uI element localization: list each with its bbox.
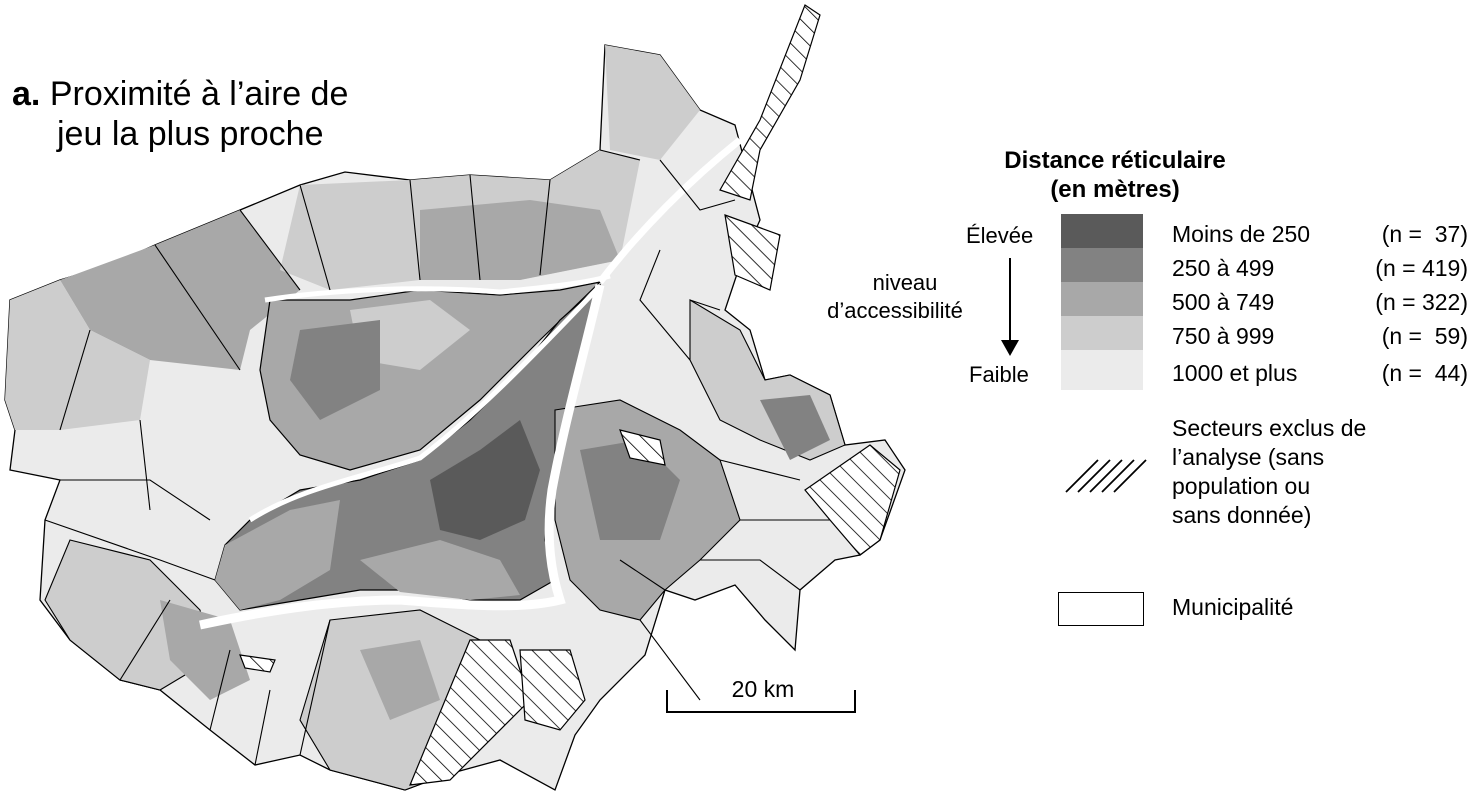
excluded-sector-north [724,214,781,291]
excluded-line-2: l’analyse (sans [1172,444,1325,470]
legend-class-5-count: (n = 44) [1381,360,1468,386]
zone-north-mid [420,200,620,280]
legend-class-2-label: 250 à 499 [1172,255,1275,281]
river-des-prairies [264,273,611,303]
zone-south-shore-dark [580,440,680,540]
legend-title-line2: (en mètres) [1050,176,1180,203]
map-title: a. Proximité à l’aire de jeu la plus pro… [12,74,348,154]
legend-class-1-label: Moins de 250 [1172,221,1311,247]
excluded-sector-southwest [239,654,276,673]
axis-mid-label-2: d’accessibilité [827,298,963,323]
legend-title-line1: Distance réticulaire [1004,147,1226,174]
zone-montreal-south [360,540,520,600]
legend-class-1-count: (n = 37) [1381,221,1468,247]
municipality-label: Municipalité [1172,594,1294,620]
municipality-swatch [1058,592,1144,626]
title-line1: Proximité à l’aire de [49,75,349,113]
zone-south-central-mid [360,640,440,720]
river-mille-iles [248,284,602,523]
saint-lawrence-river [199,283,605,630]
river-east-channel [597,137,743,285]
zone-north-peak [605,45,700,160]
legend-class-3-count: (n = 322) [1375,289,1468,315]
legend-class-4-count: (n = 59) [1381,323,1468,349]
zone-southwest-mid [160,600,250,700]
legend-class-2-count: (n = 419) [1375,255,1468,281]
axis-high-label: Élevée [966,223,1034,248]
excluded-sector-south-2 [519,649,586,731]
legend-title: Distance réticulaire (en mètres) [960,146,1270,204]
excluded-legend-text: Secteurs exclus de l’analyse (sans popul… [1172,414,1366,530]
excluded-line-3: population ou [1172,473,1311,499]
scale-bar [666,690,856,713]
excluded-sector-south-1 [409,639,531,786]
excluded-line-1: Secteurs exclus de [1172,415,1367,441]
scale-bar-label: 20 km [731,676,795,702]
zone-montreal-west [215,500,340,610]
legend-class-4-label: 750 à 999 [1172,323,1275,349]
zone-laval-dark [290,320,380,420]
excluded-sector-south-shore [619,429,666,466]
axis-mid-label-1: niveau [872,270,938,295]
legend-class-3-label: 500 à 749 [1172,289,1275,315]
zone-montreal-core [430,420,540,540]
zone-south-east-dark [760,395,830,460]
legend-class-5-label: 1000 et plus [1172,360,1298,386]
zone-500-749-west [60,210,300,370]
excluded-sector-northeast [719,4,821,201]
excluded-line-4: sans donnée) [1172,502,1312,528]
title-line2: jeu la plus proche [57,115,324,153]
panel-letter: a. [12,75,41,113]
municipality-borders [44,149,830,766]
zone-750-999-west [5,280,150,430]
axis-low-label: Faible [969,362,1029,387]
legend-graphics [1001,214,1147,493]
